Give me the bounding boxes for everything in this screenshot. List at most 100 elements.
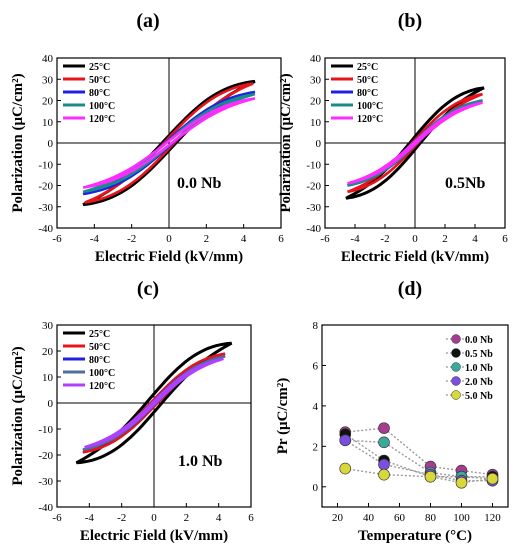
loop-100C: [82, 92, 256, 194]
legend-label: 0.0 Nb: [465, 335, 493, 346]
data-point: [424, 470, 437, 483]
x-axis-label: Electric Field (kV/mm): [80, 528, 228, 544]
y-tick-label: 40: [310, 53, 322, 65]
panel-d: (d) 20 40 60 80 100 120 0 2 4 6 8 Temperature (°C) Pr…: [275, 278, 509, 544]
y-tick-label: 0: [316, 138, 322, 150]
x-tick-label: 20: [332, 512, 344, 524]
legend-label: 80°C: [89, 355, 110, 366]
legend-label: 50°C: [357, 75, 378, 86]
panel-annotation: 0.5Nb: [445, 175, 486, 192]
data-point: [378, 458, 390, 471]
data-point: [339, 462, 352, 475]
panel-label: (c): [137, 278, 159, 300]
x-tick-label: 40: [363, 512, 375, 524]
legend-marker: [451, 362, 461, 372]
data-point: [378, 422, 390, 434]
legend-label: 2.0 Nb: [465, 377, 493, 388]
legend-label: 5.0 Nb: [465, 391, 493, 402]
data-point: [378, 468, 390, 481]
legend-label: 80°C: [89, 88, 110, 99]
legend-label: 25°C: [89, 329, 110, 340]
y-tick-label: -20: [38, 450, 53, 462]
y-tick-label: 30: [42, 74, 54, 86]
y-axis-label: Polarization (μC/cm²): [10, 346, 26, 485]
legend-label: 100°C: [357, 101, 383, 112]
y-tick-label: -30: [38, 476, 53, 488]
panel-a: (a)-6 -4 -2 0 2 4 6-40-30-20-10010203040Electr…: [10, 10, 284, 265]
y-tick-label: 20: [42, 96, 54, 108]
y-tick-label: 40: [42, 53, 54, 65]
y-tick-label: 30: [42, 320, 54, 332]
y-tick-label: 20: [42, 346, 54, 358]
y-tick-label: 4: [313, 401, 319, 413]
y-tick-label: -10: [306, 159, 321, 171]
x-tick-label: 0: [166, 233, 172, 245]
x-tick-label: 6: [502, 233, 508, 245]
panel-c: (c)-6 -4 -2 0 2 4 6-40-30-20-100102030Electric…: [10, 278, 254, 544]
x-tick-label: -2: [117, 512, 126, 524]
x-tick-label: -6: [52, 233, 62, 245]
legend-label: 25°C: [89, 62, 110, 73]
legend-label: 25°C: [357, 62, 378, 73]
x-tick-label: 120: [484, 512, 501, 524]
y-tick-label: 2: [313, 441, 319, 453]
series-line: [345, 427, 493, 476]
panel-label: (b): [398, 10, 422, 32]
y-tick-label: 8: [313, 320, 319, 332]
y-tick-label: 30: [310, 74, 322, 86]
x-tick-label: -4: [350, 233, 360, 245]
legend-marker: [451, 390, 461, 400]
x-axis-label: Electric Field (kV/mm): [341, 249, 489, 265]
x-tick-label: 0: [151, 512, 157, 524]
data-point: [339, 434, 352, 447]
y-tick-label: -40: [38, 223, 53, 235]
y-tick-label: 0: [48, 138, 54, 150]
y-tick-label: -10: [38, 159, 53, 171]
x-tick-label: 4: [216, 512, 222, 524]
x-tick-label: -6: [320, 233, 330, 245]
legend-label: 50°C: [89, 75, 110, 86]
legend-label: 120°C: [89, 114, 115, 125]
panel-label: (a): [136, 10, 159, 32]
y-tick-label: 0: [313, 482, 319, 494]
legend-label: 120°C: [357, 114, 383, 125]
y-tick-label: 20: [310, 96, 322, 108]
data-point: [455, 476, 468, 489]
y-tick-label: -40: [306, 223, 321, 235]
y-tick-label: 10: [42, 372, 54, 384]
loop-120C: [84, 357, 224, 449]
panel-annotation: 0.0 Nb: [177, 175, 222, 192]
loop-120C: [347, 101, 483, 185]
x-axis-label: Temperature (°C): [358, 528, 472, 544]
x-tick-label: 2: [442, 233, 448, 245]
x-tick-label: 6: [248, 512, 254, 524]
y-tick-label: 10: [310, 117, 322, 129]
y-tick-label: -40: [38, 502, 53, 514]
x-tick-label: 6: [278, 233, 284, 245]
x-tick-label: 60: [394, 512, 406, 524]
loop-120C: [82, 97, 256, 189]
legend-label: 100°C: [89, 101, 115, 112]
plot-frame: [321, 324, 509, 508]
x-tick-label: 0: [412, 233, 418, 245]
legend-label: 0.5 Nb: [465, 349, 493, 360]
x-tick-label: 100: [453, 512, 470, 524]
x-tick-label: 2: [184, 512, 190, 524]
x-tick-label: 80: [425, 512, 437, 524]
x-tick-label: 4: [472, 233, 478, 245]
y-tick-label: -20: [38, 181, 53, 193]
y-axis-label: Polarization (μC/cm²): [278, 73, 294, 212]
data-point: [378, 436, 390, 449]
y-tick-label: 10: [42, 117, 54, 129]
legend-label: 50°C: [89, 342, 110, 353]
data-point: [486, 472, 499, 485]
y-tick-label: -10: [38, 424, 53, 436]
legend-marker: [451, 334, 461, 344]
y-tick-label: -30: [306, 202, 321, 214]
series-line: [344, 433, 493, 478]
panel-b: (b)-6 -4 -2 0 2 4 6-40-30-20-10010203040Electr…: [278, 10, 508, 265]
x-tick-label: 2: [204, 233, 210, 245]
legend-label: 100°C: [89, 368, 115, 379]
panel-annotation: 1.0 Nb: [178, 453, 223, 470]
